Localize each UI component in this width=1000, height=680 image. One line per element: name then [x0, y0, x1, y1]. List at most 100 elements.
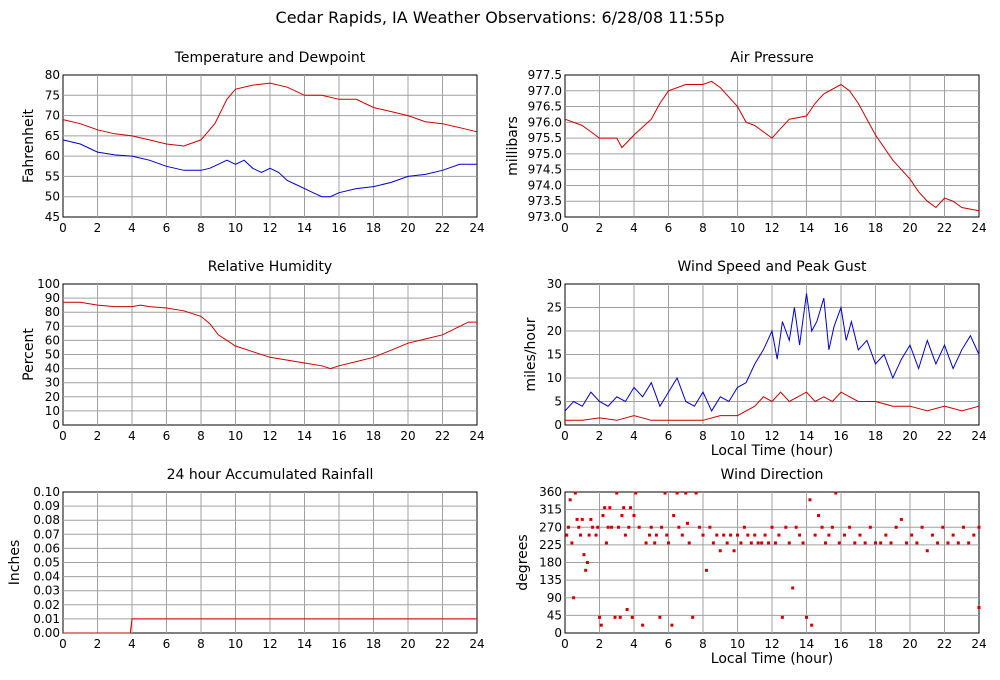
temp-series-1-line [62, 139, 477, 198]
winddir-point [579, 533, 583, 537]
wind-title: Wind Speed and Peak Gust [678, 259, 867, 275]
winddir-point [620, 514, 624, 517]
winddir-point [698, 525, 702, 529]
rain-xtick-label: 10 [228, 637, 243, 651]
humidity-xtick-label: 6 [163, 429, 171, 443]
temp-xtick-label: 2 [94, 221, 102, 235]
pressure-xtick-label: 8 [699, 221, 707, 235]
wind-series-1-line [565, 391, 980, 421]
pressure-title: Air Pressure [730, 50, 813, 66]
humidity-title: Relative Humidity [208, 259, 332, 275]
winddir-point [660, 525, 664, 529]
winddir-point [606, 525, 610, 529]
wind-ylabel: miles/hour [523, 317, 539, 391]
temp-ytick-label: 80 [45, 68, 60, 82]
humidity-xtick-label: 20 [400, 429, 415, 443]
wind-xtick-label: 16 [833, 429, 848, 443]
winddir-point [601, 514, 605, 517]
winddir-point [925, 549, 929, 553]
winddir-point [591, 525, 595, 529]
winddir-point [573, 491, 577, 495]
winddir-point [813, 533, 817, 537]
pressure-ytick-label: 976.0 [528, 115, 562, 129]
winddir-point [756, 541, 760, 545]
winddir-point [889, 541, 893, 545]
winddir-point [879, 541, 883, 545]
winddir-point [915, 541, 919, 545]
winddir-xtick-label: 16 [833, 637, 848, 651]
temp-ylabel: Fahrenheit [21, 108, 37, 183]
winddir-point [580, 517, 584, 521]
winddir-point [863, 541, 867, 545]
winddir-point [868, 525, 872, 529]
winddir-xtick-label: 12 [764, 637, 779, 651]
winddir-ytick-label: 90 [547, 591, 562, 605]
winddir-xtick-label: 22 [937, 637, 952, 651]
winddir-ytick-label: 315 [539, 503, 562, 517]
humidity-ytick-label: 70 [45, 319, 60, 333]
winddir-ytick-label: 180 [539, 556, 562, 570]
temp-ytick-label: 65 [45, 129, 60, 143]
winddir-point [798, 533, 802, 537]
winddir-point [680, 533, 684, 537]
winddir-point [575, 517, 579, 521]
winddir-xtick-label: 14 [799, 637, 814, 651]
wind-ytick-label: 30 [547, 277, 562, 291]
winddir-point [763, 533, 767, 537]
winddir-point [654, 533, 658, 537]
winddir-point [941, 525, 945, 529]
humidity-ytick-label: 0 [52, 418, 60, 432]
winddir-point [618, 615, 622, 619]
winddir-point [842, 533, 846, 537]
temp-xtick-label: 14 [297, 221, 312, 235]
winddir-point [899, 517, 903, 521]
rain-ytick-label: 0.00 [33, 626, 60, 640]
wind-xtick-label: 22 [937, 429, 952, 443]
winddir-point [972, 533, 976, 537]
pressure-xtick-label: 22 [937, 221, 952, 235]
temp-ytick-label: 70 [45, 109, 60, 123]
wind-xtick-label: 10 [730, 429, 745, 443]
humidity-xtick-label: 10 [228, 429, 243, 443]
winddir-point [715, 533, 719, 537]
winddir-point [670, 623, 674, 627]
winddir-point [808, 498, 812, 502]
rain-xtick-label: 22 [435, 637, 450, 651]
winddir-point [936, 541, 940, 545]
winddir-xtick-label: 2 [596, 637, 604, 651]
pressure-xtick-label: 12 [764, 221, 779, 235]
temp-title: Temperature and Dewpoint [174, 50, 366, 66]
pressure-xtick-label: 20 [902, 221, 917, 235]
winddir-point [848, 525, 852, 529]
winddir-point [837, 541, 841, 545]
winddir-xtick-label: 24 [971, 637, 986, 651]
pressure-ytick-label: 977.5 [528, 68, 562, 82]
temp-ytick-label: 75 [45, 88, 60, 102]
winddir-point [805, 615, 808, 619]
winddir-point [830, 525, 834, 529]
winddir-point [711, 541, 715, 545]
wind-xtick-label: 8 [699, 429, 707, 443]
temp-ytick-label: 50 [45, 190, 60, 204]
winddir-xtick-label: 10 [730, 637, 745, 651]
winddir-point [884, 533, 888, 537]
winddir-point [603, 506, 607, 510]
winddir-point [687, 541, 691, 545]
temp-ytick-label: 55 [45, 169, 60, 183]
winddir-point [905, 541, 909, 545]
wind-ytick-label: 5 [554, 395, 562, 409]
temp-xtick-label: 18 [366, 221, 381, 235]
winddir-point [704, 568, 708, 572]
pressure-xtick-label: 16 [833, 221, 848, 235]
temp-ytick-label: 60 [45, 149, 60, 163]
winddir-xtick-label: 4 [630, 637, 638, 651]
rain-ytick-label: 0.07 [33, 527, 60, 541]
winddir-point [834, 491, 838, 495]
winddir-point [801, 541, 805, 545]
winddir-point [956, 541, 960, 545]
winddir-point [732, 549, 736, 553]
rain-ytick-label: 0.05 [33, 556, 60, 570]
